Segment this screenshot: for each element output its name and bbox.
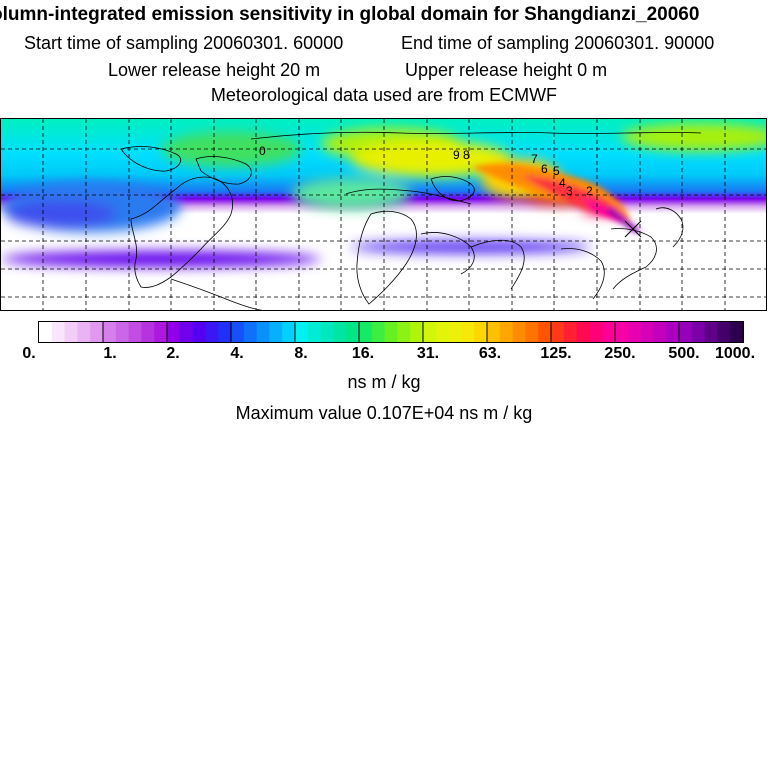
legend-swatch	[269, 322, 283, 342]
color-legend-swatches	[39, 322, 744, 342]
legend-swatch	[704, 322, 718, 342]
legend-tick-label: 2.	[166, 345, 180, 362]
legend-swatch	[448, 322, 462, 342]
legend-unit-label: ns m / kg	[347, 372, 421, 392]
contour-label: 5	[553, 164, 560, 178]
sensitivity-map: 0 9 8 7 6 5 4 3 2	[0, 118, 767, 311]
map-canvas: 0 9 8 7 6 5 4 3 2	[1, 119, 766, 310]
legend-tick-label: 4.	[230, 345, 244, 362]
legend-swatch	[205, 322, 219, 342]
contour-label: 8	[463, 148, 470, 162]
legend-swatch	[77, 322, 91, 342]
legend-swatch	[717, 322, 731, 342]
contour-label: 7	[531, 152, 538, 166]
legend-swatch	[333, 322, 347, 342]
legend-swatch	[307, 322, 322, 342]
legend-swatch	[461, 322, 475, 342]
legend-swatch	[359, 322, 373, 342]
legend-swatch	[295, 322, 309, 342]
legend-tick-label: 8.	[294, 345, 308, 362]
legend-swatch	[218, 322, 232, 342]
legend-swatch	[499, 322, 514, 342]
contour-label: 4	[559, 176, 566, 190]
legend-swatch	[90, 322, 104, 342]
legend-tick-label: 1.	[103, 345, 117, 362]
contour-label: 0	[259, 144, 266, 158]
color-legend-bar	[38, 321, 744, 343]
legend-swatch	[666, 322, 680, 342]
legend-swatch	[487, 322, 501, 342]
legend-swatch	[512, 322, 526, 342]
legend-swatch	[679, 322, 693, 342]
contour-label-group: 0 9 8 7 6 5 4 3 2	[259, 144, 593, 198]
legend-swatch	[282, 322, 296, 342]
sensitivity-field	[1, 119, 766, 267]
legend-swatch	[371, 322, 386, 342]
legend-swatch	[589, 322, 603, 342]
legend-swatch	[410, 322, 424, 342]
legend-tick-label: 0.	[22, 345, 36, 362]
legend-swatch	[551, 322, 565, 342]
contour-label: 9	[453, 148, 460, 162]
legend-tick-label: 500.	[668, 345, 700, 362]
legend-swatch	[435, 322, 450, 342]
receptor-marker	[624, 220, 642, 238]
legend-swatch	[141, 322, 155, 342]
start-time-text: Start time of sampling 20060301. 60000	[24, 33, 344, 53]
upper-release-height-text: Upper release height 0 m	[405, 60, 608, 80]
legend-swatch	[653, 322, 667, 342]
legend-swatch	[39, 322, 53, 342]
legend-swatch	[167, 322, 181, 342]
graticule	[1, 119, 766, 310]
legend-swatch	[115, 322, 130, 342]
legend-swatch	[640, 322, 654, 342]
legend-tick-label: 16.	[351, 345, 375, 362]
legend-swatch	[602, 322, 616, 342]
legend-swatch	[154, 322, 168, 342]
contour-label: 3	[566, 184, 573, 198]
legend-swatch	[627, 322, 642, 342]
legend-swatch	[243, 322, 258, 342]
legend-tick-label: 63.	[478, 345, 502, 362]
legend-swatch	[179, 322, 194, 342]
legend-tick-label: 31.	[416, 345, 440, 362]
legend-tick-label: 250.	[604, 345, 636, 362]
legend-swatch	[346, 322, 360, 342]
legend-swatch	[192, 322, 206, 342]
legend-swatch	[51, 322, 66, 342]
legend-swatch	[730, 322, 744, 342]
end-time-text: End time of sampling 20060301. 90000	[401, 33, 715, 53]
maximum-value-text: Maximum value 0.107E+04 ns m / kg	[235, 403, 533, 423]
legend-swatch	[397, 322, 411, 342]
contour-label: 2	[586, 184, 593, 198]
legend-swatch	[576, 322, 590, 342]
contour-label: 6	[541, 162, 548, 176]
legend-swatch	[128, 322, 142, 342]
lower-release-height-text: Lower release height 20 m	[108, 60, 321, 80]
legend-swatch	[256, 322, 270, 342]
met-data-text: Meteorological data used are from ECMWF	[210, 85, 558, 105]
legend-swatch	[563, 322, 578, 342]
legend-swatch	[474, 322, 488, 342]
legend-swatch	[231, 322, 245, 342]
legend-swatch	[423, 322, 437, 342]
legend-swatch	[320, 322, 334, 342]
legend-tick-label: 125.	[540, 345, 572, 362]
map-title: olumn-integrated emission sensitivity in…	[0, 4, 700, 25]
legend-swatch	[691, 322, 706, 342]
legend-swatch	[525, 322, 539, 342]
legend-tick-label: 1000.	[714, 345, 756, 362]
legend-swatch	[384, 322, 398, 342]
legend-swatch	[615, 322, 629, 342]
legend-swatch	[103, 322, 117, 342]
legend-swatch	[538, 322, 552, 342]
legend-swatch	[64, 322, 78, 342]
